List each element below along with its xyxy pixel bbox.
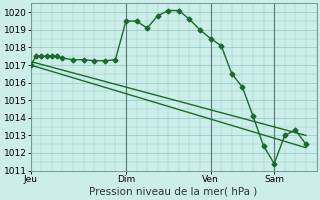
X-axis label: Pression niveau de la mer( hPa ): Pression niveau de la mer( hPa )	[90, 187, 258, 197]
